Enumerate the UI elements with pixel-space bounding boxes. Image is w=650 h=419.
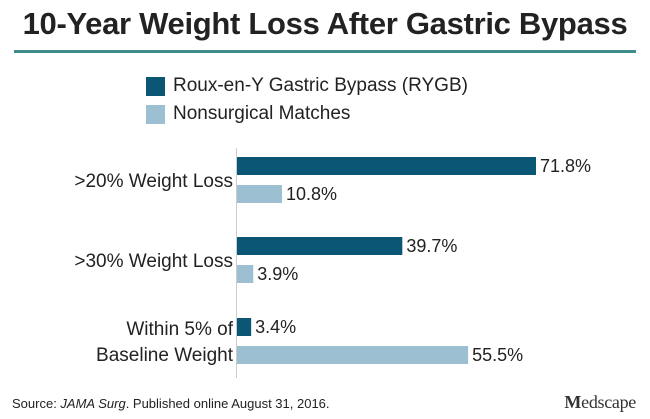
legend-label-rygb: Roux-en-Y Gastric Bypass (RYGB) — [173, 75, 468, 96]
bar-value-label: 39.7% — [406, 236, 457, 256]
bar-nonsurgical — [237, 185, 282, 203]
bar-rygb — [237, 318, 252, 336]
medscape-logo: Medscape — [564, 392, 636, 413]
logo-initial: M — [564, 392, 582, 412]
bar-nonsurgical — [237, 265, 254, 283]
title-divider — [14, 50, 636, 53]
bar-value-label: 10.8% — [286, 184, 337, 204]
legend-item-nonsurgical: Nonsurgical Matches — [146, 102, 468, 126]
bar-rygb — [237, 237, 403, 255]
category-label: >30% Weight Loss — [74, 251, 233, 272]
legend-label-nonsurgical: Nonsurgical Matches — [173, 103, 351, 124]
chart-legend: Roux-en-Y Gastric Bypass (RYGB) Nonsurgi… — [146, 74, 468, 130]
logo-rest: edscape — [581, 392, 636, 412]
category-label: >20% Weight Loss — [74, 171, 233, 192]
legend-swatch-rygb — [146, 76, 165, 96]
category-label: Within 5% of — [126, 319, 233, 340]
chart-title: 10-Year Weight Loss After Gastric Bypass — [22, 6, 628, 41]
bar-value-label: 71.8% — [540, 156, 591, 176]
bar-value-label: 3.4% — [255, 317, 296, 337]
source-prefix: Source: — [12, 396, 61, 411]
bar-rygb — [237, 157, 536, 175]
source-suffix: . Published online August 31, 2016. — [125, 396, 330, 411]
legend-swatch-nonsurgical — [146, 104, 165, 124]
bar-nonsurgical — [237, 346, 469, 364]
bar-value-label: 3.9% — [257, 264, 298, 284]
legend-item-rygb: Roux-en-Y Gastric Bypass (RYGB) — [146, 74, 468, 98]
source-note: Source: JAMA Surg. Published online Augu… — [12, 396, 330, 411]
source-journal: JAMA Surg — [60, 396, 126, 411]
bar-value-label: 55.5% — [472, 345, 523, 365]
category-label: Baseline Weight — [96, 345, 234, 366]
